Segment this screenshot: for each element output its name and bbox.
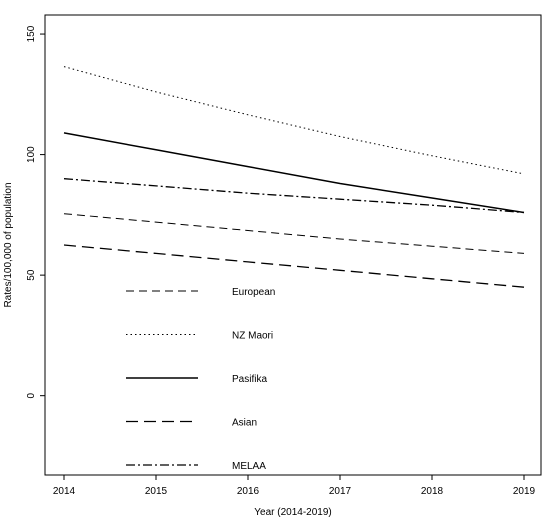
legend-label: MELAA (232, 461, 266, 472)
legend: European NZ Maori Pasifika Asian MELAA (126, 287, 275, 472)
series-line-nz-maori (63, 66, 525, 175)
y-axis-title: Rates/100,000 of population (3, 182, 14, 307)
series-line-melaa (63, 178, 525, 214)
series-line-european (63, 213, 525, 254)
x-tick-label: 2017 (329, 486, 352, 497)
plot-frame (44, 14, 542, 476)
y-tick-label: 100 (26, 146, 37, 163)
legend-label: Pasifika (232, 374, 267, 385)
x-tick-label: 2015 (145, 486, 168, 497)
x-axis-title: Year (2014-2019) (254, 507, 331, 518)
x-tick-label: 2019 (513, 486, 536, 497)
x-tick-label: 2016 (237, 486, 260, 497)
y-tick-label: 150 (26, 25, 37, 42)
y-axis: 0 50 100 150 (26, 25, 45, 398)
y-tick-label: 0 (26, 392, 37, 398)
series-line-pasifika (63, 132, 525, 214)
series-line-asian (63, 244, 525, 288)
x-axis: 2014 2015 2016 2017 2018 2019 (53, 475, 536, 497)
y-tick-label: 50 (26, 269, 37, 281)
legend-label: Asian (232, 418, 257, 429)
x-tick-label: 2014 (53, 486, 76, 497)
series-lines (63, 66, 525, 288)
legend-label: European (232, 287, 275, 298)
x-tick-label: 2018 (421, 486, 444, 497)
legend-label: NZ Maori (232, 331, 273, 342)
